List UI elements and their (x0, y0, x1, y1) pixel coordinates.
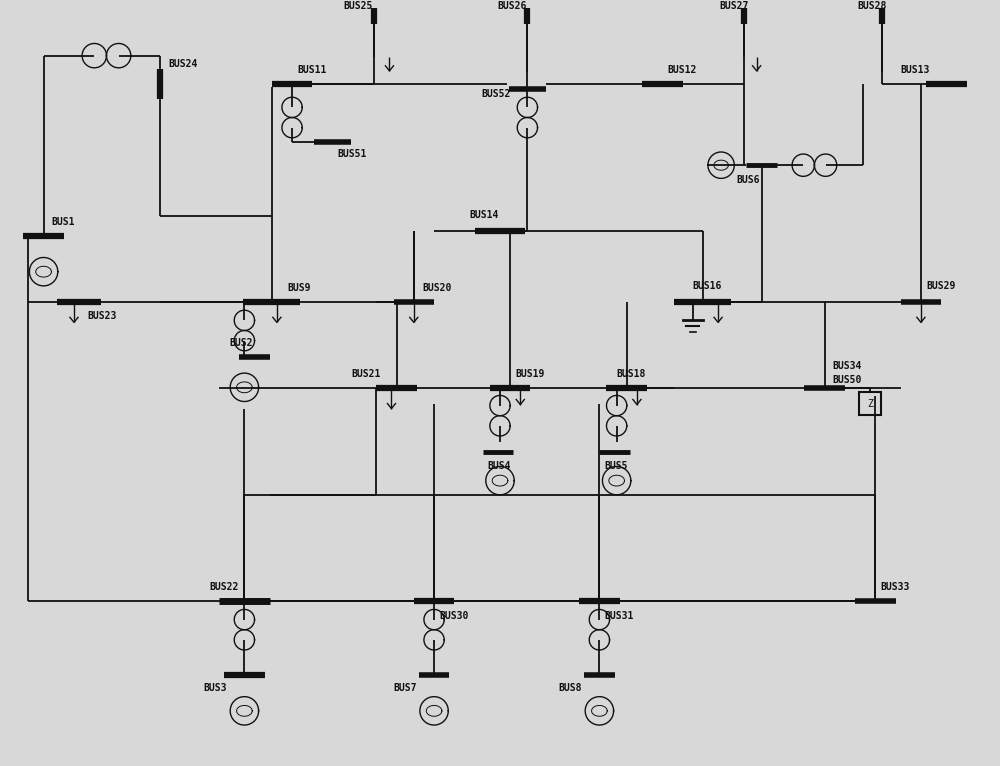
Text: BUS5: BUS5 (604, 461, 628, 471)
Text: BUS8: BUS8 (559, 683, 582, 692)
Text: BUS6: BUS6 (736, 175, 760, 185)
Text: BUS7: BUS7 (394, 683, 417, 692)
Text: Z: Z (867, 398, 873, 408)
Text: BUS2: BUS2 (229, 338, 253, 348)
Text: BUS14: BUS14 (470, 210, 499, 220)
Text: BUS27: BUS27 (719, 1, 748, 11)
Text: BUS12: BUS12 (667, 65, 697, 75)
Text: BUS20: BUS20 (422, 283, 451, 293)
Text: BUS9: BUS9 (287, 283, 311, 293)
Text: BUS11: BUS11 (297, 65, 327, 75)
Text: BUS24: BUS24 (168, 59, 198, 69)
Text: BUS29: BUS29 (926, 281, 955, 291)
Text: BUS50: BUS50 (833, 375, 862, 385)
Text: BUS21: BUS21 (351, 369, 380, 379)
Text: BUS25: BUS25 (344, 1, 373, 11)
Text: BUS3: BUS3 (204, 683, 227, 692)
Text: BUS19: BUS19 (515, 369, 545, 379)
Text: BUS18: BUS18 (617, 369, 646, 379)
Text: BUS22: BUS22 (209, 582, 238, 592)
Text: BUS28: BUS28 (857, 1, 886, 11)
Text: BUS1: BUS1 (52, 217, 75, 227)
Text: BUS4: BUS4 (488, 461, 511, 471)
Text: BUS16: BUS16 (693, 281, 722, 291)
Text: BUS34: BUS34 (833, 361, 862, 371)
Text: BUS30: BUS30 (439, 611, 469, 620)
Text: BUS23: BUS23 (87, 311, 117, 321)
Text: BUS13: BUS13 (901, 65, 930, 75)
Text: BUS26: BUS26 (497, 1, 526, 11)
Text: BUS33: BUS33 (880, 582, 910, 592)
Text: BUS31: BUS31 (604, 611, 634, 620)
Text: BUS52: BUS52 (482, 89, 511, 99)
Text: BUS51: BUS51 (338, 149, 367, 159)
Bar (859, 392, 881, 414)
